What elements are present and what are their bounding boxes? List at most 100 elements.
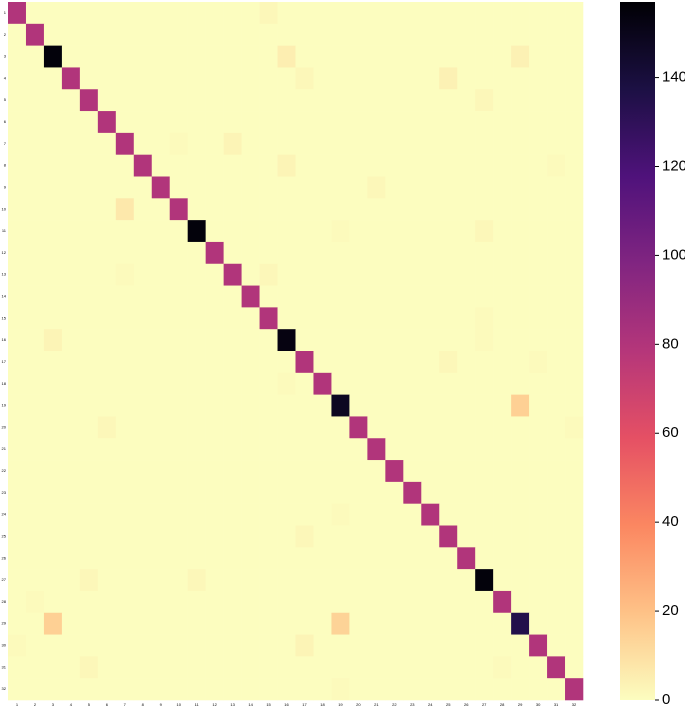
cell xyxy=(25,329,45,352)
cell xyxy=(223,176,242,199)
cell xyxy=(439,2,458,25)
cell xyxy=(169,351,188,374)
cell xyxy=(295,394,314,417)
cell xyxy=(187,503,206,526)
y-tick-label: 22 xyxy=(2,468,7,473)
y-tick-label: 2 xyxy=(4,32,7,37)
colorbar-tick-label: 20 xyxy=(662,602,679,619)
cell xyxy=(349,351,368,374)
cell xyxy=(331,132,350,155)
cell xyxy=(259,634,278,657)
cell xyxy=(385,569,404,592)
cell xyxy=(511,329,530,352)
cell xyxy=(349,220,368,243)
cell xyxy=(385,111,404,134)
cell xyxy=(259,656,278,679)
cell xyxy=(439,132,458,155)
cell xyxy=(349,438,368,461)
cell xyxy=(367,634,386,657)
cell xyxy=(529,132,548,155)
cell xyxy=(223,372,242,395)
cell xyxy=(151,220,171,243)
cell xyxy=(295,2,314,25)
cell xyxy=(223,241,242,265)
cell xyxy=(367,241,386,265)
cell xyxy=(25,45,45,68)
cell xyxy=(25,481,45,504)
cell xyxy=(133,23,153,46)
cell xyxy=(439,154,458,177)
cell xyxy=(313,634,332,657)
cell xyxy=(367,394,386,417)
cell xyxy=(529,2,548,25)
cell xyxy=(493,525,512,548)
cell xyxy=(169,678,188,701)
cell xyxy=(115,656,135,679)
cell xyxy=(277,481,296,504)
cell xyxy=(457,176,476,199)
cell xyxy=(493,678,512,701)
cell xyxy=(259,2,278,25)
cell xyxy=(115,372,135,395)
cell xyxy=(259,111,278,134)
cell xyxy=(205,111,224,134)
cell xyxy=(241,351,260,374)
y-tick-label: 32 xyxy=(2,686,7,691)
cell xyxy=(529,590,548,614)
cell xyxy=(475,590,494,614)
cell xyxy=(223,111,242,134)
cell xyxy=(367,220,386,243)
cell xyxy=(187,111,206,134)
cell xyxy=(259,547,278,570)
cell xyxy=(277,67,296,90)
cell xyxy=(115,678,135,701)
cell xyxy=(277,394,296,417)
cell xyxy=(277,307,296,330)
colorbar-tick-label: 0 xyxy=(662,691,670,708)
cell xyxy=(403,612,422,635)
cell xyxy=(511,154,530,177)
cell xyxy=(331,198,350,221)
cell xyxy=(421,45,440,68)
cell xyxy=(331,23,350,46)
cell xyxy=(367,590,386,614)
y-tick-label: 27 xyxy=(2,577,7,582)
y-tick-label: 31 xyxy=(2,664,7,669)
cell xyxy=(97,503,117,526)
cell xyxy=(151,351,171,374)
cell xyxy=(97,176,117,199)
cell xyxy=(313,307,332,330)
cell xyxy=(277,285,296,308)
cell xyxy=(151,394,171,417)
colorbar-tick-label: 40 xyxy=(662,513,679,530)
cell xyxy=(8,111,27,134)
cell xyxy=(511,176,530,199)
y-tick-label: 25 xyxy=(2,533,7,538)
cell xyxy=(241,176,260,199)
cell xyxy=(475,656,494,679)
cell xyxy=(313,111,332,134)
cell xyxy=(115,590,135,614)
cell xyxy=(475,438,494,461)
cell xyxy=(97,198,117,221)
y-tick-label: 13 xyxy=(2,272,7,277)
cell xyxy=(439,372,458,395)
cell xyxy=(295,569,314,592)
cell xyxy=(511,285,530,308)
cell xyxy=(187,198,206,221)
cell xyxy=(349,525,368,548)
cell xyxy=(115,67,135,90)
cell xyxy=(169,656,188,679)
cell xyxy=(331,111,350,134)
cell xyxy=(439,351,458,374)
cell xyxy=(79,612,99,635)
cell xyxy=(295,590,314,614)
cell xyxy=(79,285,99,308)
cell xyxy=(61,89,81,112)
cell xyxy=(25,263,45,286)
cell xyxy=(151,503,171,526)
cell xyxy=(8,525,27,548)
cell xyxy=(187,176,206,199)
cell xyxy=(403,503,422,526)
cell xyxy=(403,351,422,374)
